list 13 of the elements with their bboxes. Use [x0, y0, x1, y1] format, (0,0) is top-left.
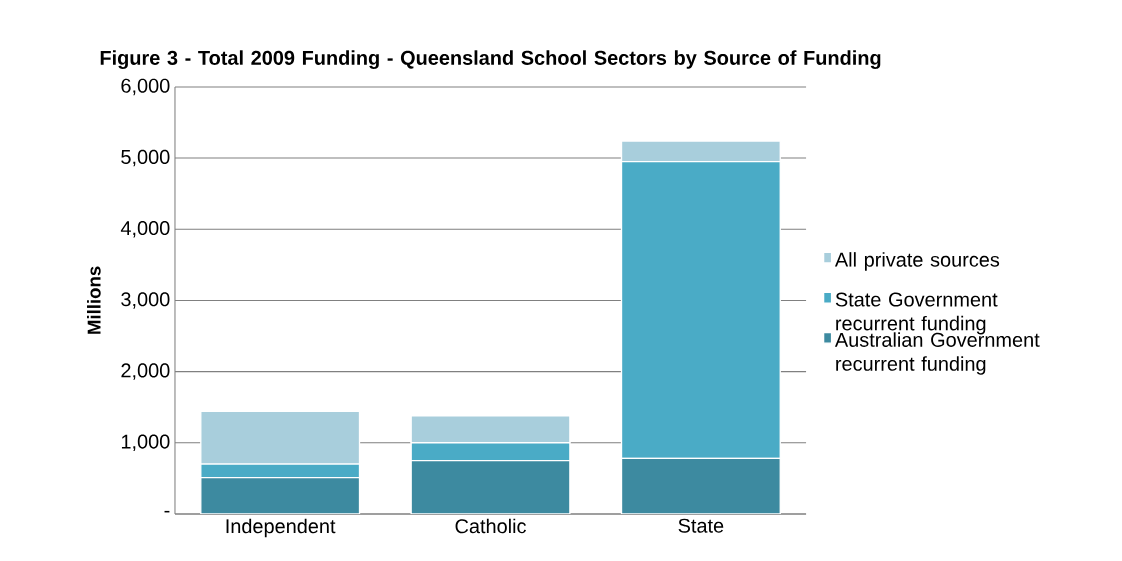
y-tick-label: 4,000: [120, 221, 170, 238]
y-tick-label: 5,000: [121, 149, 170, 167]
y-tick-label: -: [164, 511, 170, 513]
y-axis-title: Millions: [87, 266, 101, 334]
legend-label: All private sources: [834, 252, 1000, 271]
y-tick-label: 6,000: [121, 78, 170, 96]
x-tick-label: Independent: [226, 518, 336, 538]
y-tick-label: 3,000: [121, 292, 170, 309]
y-tick-label: 1,000: [121, 434, 170, 452]
y-tick-label: 2,000: [121, 363, 170, 380]
chart-title: Figure 3 - Total 2009 Funding - Queensland School Sectors by Source of Funding: [100, 50, 881, 70]
x-tick-label: State: [678, 518, 724, 533]
x-tick-label: Catholic: [455, 518, 526, 534]
